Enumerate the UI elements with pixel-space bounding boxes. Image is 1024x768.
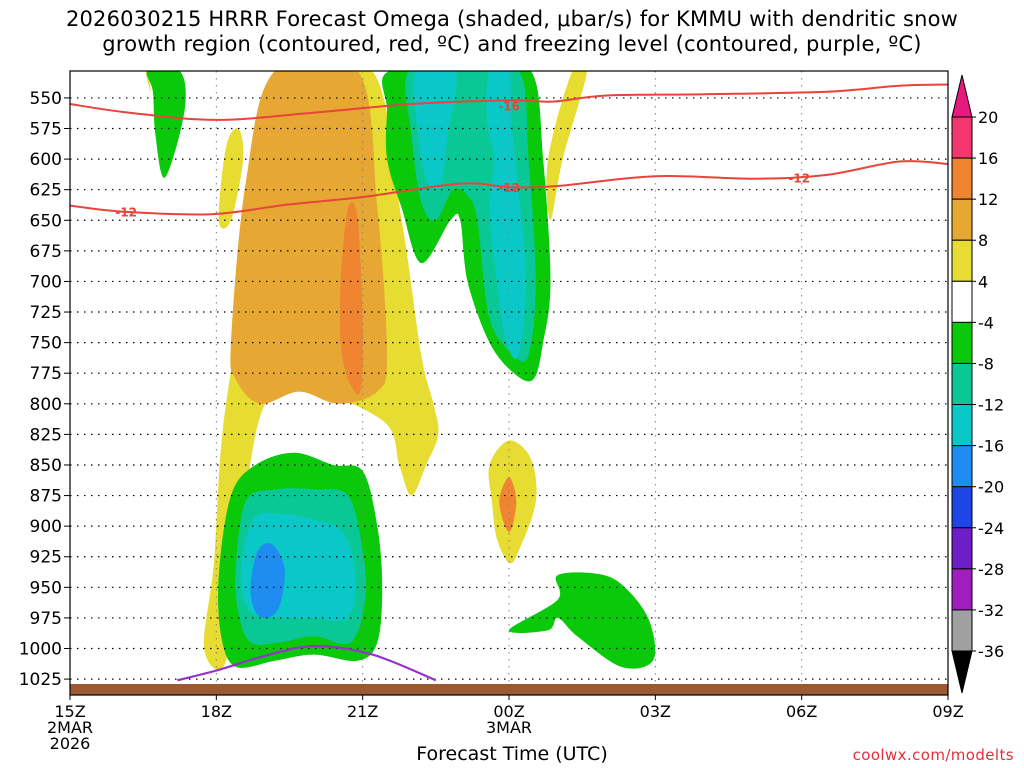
colorbar-segment-12 bbox=[951, 609, 973, 652]
omega-region-7 bbox=[499, 477, 517, 533]
colorbar-label: 4 bbox=[978, 272, 988, 291]
omega-shading-layer bbox=[145, 71, 656, 670]
x-tick-label: 2MAR bbox=[47, 718, 93, 737]
colorbar-label: -28 bbox=[978, 560, 1004, 579]
y-tick-label: 575 bbox=[30, 120, 62, 140]
y-axis: 550 575 600 625 650 675 700 725 750 775 800 825 850 8… bbox=[19, 89, 70, 690]
omega-region-17 bbox=[250, 543, 285, 619]
isotherm-label-0: -16 bbox=[498, 99, 520, 113]
chart-title-line-2: growth region (contoured, red, ºC) and f… bbox=[102, 32, 922, 56]
colorbar-label: -36 bbox=[978, 642, 1004, 661]
y-tick-label: 550 bbox=[30, 89, 62, 109]
omega-region-1 bbox=[218, 128, 244, 229]
x-tick-label: 03Z bbox=[640, 702, 671, 721]
x-tick-label: 21Z bbox=[347, 702, 378, 721]
omega-region-6 bbox=[339, 202, 363, 395]
y-tick-label: 775 bbox=[30, 364, 62, 384]
colorbar-label: -8 bbox=[978, 354, 994, 373]
x-tick-label: 15Z bbox=[54, 702, 85, 721]
colorbar-segment-9 bbox=[951, 486, 973, 529]
y-tick-label: 675 bbox=[30, 242, 62, 262]
x-axis-title: Forecast Time (UTC) bbox=[416, 743, 608, 765]
x-tick-label: 09Z bbox=[932, 702, 963, 721]
colorbar-label: 8 bbox=[978, 231, 988, 250]
x-tick-label: 3MAR bbox=[486, 718, 532, 737]
colorbar-label: -20 bbox=[978, 478, 1004, 497]
colorbar-label: -4 bbox=[978, 313, 994, 332]
y-tick-label: 600 bbox=[30, 150, 62, 170]
isotherm-label-3: -12 bbox=[788, 171, 810, 185]
y-tick-label: 750 bbox=[30, 334, 62, 354]
y-tick-label: 975 bbox=[30, 609, 62, 629]
omega-region-11 bbox=[508, 572, 656, 669]
y-tick-label: 825 bbox=[30, 425, 62, 445]
freezing-level-line bbox=[177, 644, 437, 682]
colorbar-segment-0 bbox=[951, 116, 973, 159]
colorbar-label: -24 bbox=[978, 519, 1004, 538]
colorbar-segment-5 bbox=[951, 321, 973, 364]
x-tick-label: 06Z bbox=[786, 702, 817, 721]
credit-link[interactable]: coolwx.com/modelts bbox=[852, 746, 1014, 764]
y-tick-label: 1000 bbox=[19, 640, 62, 660]
colorbar-segment-11 bbox=[951, 568, 973, 611]
colorbar-label: 20 bbox=[978, 108, 998, 127]
colorbar-bottom-arrow bbox=[951, 650, 973, 694]
colorbar-segment-4 bbox=[951, 280, 973, 323]
terrain-fill bbox=[70, 683, 948, 695]
chart-title-line-1: 2026030215 HRRR Forecast Omega (shaded, … bbox=[65, 7, 959, 31]
colorbar: 20 16 12 8 4 -4 -8 -12 -16 -20 -24 -28 -32 -36 bbox=[951, 74, 1004, 694]
colorbar-top-arrow bbox=[951, 74, 973, 118]
terrain-layer bbox=[70, 683, 948, 695]
colorbar-segment-8 bbox=[951, 445, 973, 488]
y-tick-label: 875 bbox=[30, 487, 62, 507]
colorbar-segment-1 bbox=[951, 157, 973, 200]
colorbar-label: 12 bbox=[978, 190, 998, 209]
y-tick-label: 950 bbox=[30, 578, 62, 598]
omega-region-3 bbox=[546, 71, 587, 221]
y-tick-label: 1025 bbox=[19, 670, 62, 690]
y-tick-label: 650 bbox=[30, 211, 62, 231]
colorbar-segment-3 bbox=[951, 239, 973, 282]
y-tick-label: 900 bbox=[30, 517, 62, 537]
colorbar-segment-10 bbox=[951, 527, 973, 570]
isotherm-line-1 bbox=[70, 160, 948, 216]
x-tick-label: 18Z bbox=[201, 702, 232, 721]
colorbar-segment-6 bbox=[951, 362, 973, 406]
y-tick-label: 925 bbox=[30, 548, 62, 568]
isotherm-label-1: -12 bbox=[115, 206, 137, 220]
y-tick-label: 850 bbox=[30, 456, 62, 476]
omega-region-15 bbox=[486, 71, 527, 360]
omega-region-14 bbox=[413, 71, 457, 190]
y-tick-label: 625 bbox=[30, 181, 62, 201]
colorbar-segment-2 bbox=[951, 198, 973, 241]
x-tick-label: 00Z bbox=[493, 702, 524, 721]
y-tick-label: 725 bbox=[30, 303, 62, 323]
omega-region-2 bbox=[145, 71, 151, 92]
colorbar-label: -12 bbox=[978, 396, 1004, 415]
colorbar-segment-7 bbox=[951, 404, 973, 447]
x-tick-label: 2026 bbox=[50, 734, 91, 753]
isotherm-contour-layer: -16 -12 -12 -12 bbox=[70, 83, 948, 682]
isotherm-label-2: -12 bbox=[498, 181, 520, 195]
isotherm-line-0 bbox=[70, 83, 948, 121]
y-tick-label: 800 bbox=[30, 395, 62, 415]
colorbar-label: -16 bbox=[978, 437, 1004, 456]
colorbar-label: -32 bbox=[978, 601, 1004, 620]
colorbar-label: 16 bbox=[978, 149, 998, 168]
y-tick-label: 700 bbox=[30, 272, 62, 292]
